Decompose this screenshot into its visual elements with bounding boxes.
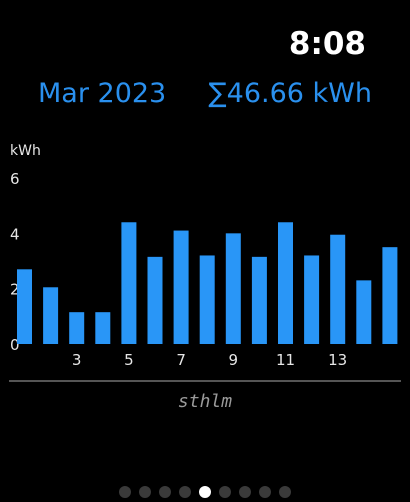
page-dot[interactable]	[259, 486, 271, 498]
page-dot[interactable]	[239, 486, 251, 498]
bar-day-13[interactable]	[330, 234, 346, 344]
x-tick-label: 3	[72, 351, 82, 369]
page-dot[interactable]	[119, 486, 131, 498]
bar-day-7[interactable]	[173, 230, 189, 344]
bar-day-11[interactable]	[278, 222, 293, 344]
y-axis-unit-label: kWh	[10, 143, 41, 159]
bar-day-9[interactable]	[225, 233, 241, 344]
daily-energy-bar-chart[interactable]: 6 4 2 0 3 5 7 9 11 13	[0, 160, 410, 374]
x-tick-label: 11	[276, 351, 295, 369]
page-dot-active[interactable]	[199, 486, 211, 498]
y-tick-label: 4	[10, 225, 20, 243]
clock-time: 8:08	[288, 26, 366, 62]
x-tick-label: 9	[229, 351, 239, 369]
x-tick-label: 7	[176, 351, 186, 369]
page-dot[interactable]	[219, 486, 231, 498]
bar-day-12[interactable]	[304, 255, 320, 344]
page-dot[interactable]	[139, 486, 151, 498]
page-dot[interactable]	[179, 486, 191, 498]
month-label[interactable]: Mar 2023	[38, 78, 167, 109]
bar-day-3[interactable]	[69, 312, 85, 344]
x-tick-label: 5	[124, 351, 134, 369]
bar-day-15[interactable]	[382, 247, 398, 344]
page-indicator[interactable]	[0, 486, 410, 498]
bar-day-14[interactable]	[356, 280, 372, 344]
y-tick-label: 0	[10, 336, 20, 354]
bar-day-1[interactable]	[17, 269, 32, 344]
x-tick-label: 13	[328, 351, 347, 369]
y-tick-label: 6	[10, 170, 20, 188]
bar-day-5[interactable]	[121, 222, 137, 344]
bar-day-6[interactable]	[147, 256, 163, 344]
page-dot[interactable]	[159, 486, 171, 498]
total-energy: ∑46.66 kWh	[208, 78, 372, 109]
y-tick-label: 2	[10, 281, 20, 299]
divider	[9, 380, 401, 382]
bar-day-10[interactable]	[251, 256, 267, 344]
bar-day-8[interactable]	[199, 255, 215, 344]
bar-day-2[interactable]	[43, 287, 59, 344]
location-label: sthlm	[177, 391, 233, 412]
page-dot[interactable]	[279, 486, 291, 498]
bar-day-4[interactable]	[95, 312, 111, 344]
summary-header: Mar 2023 ∑46.66 kWh	[0, 74, 410, 114]
